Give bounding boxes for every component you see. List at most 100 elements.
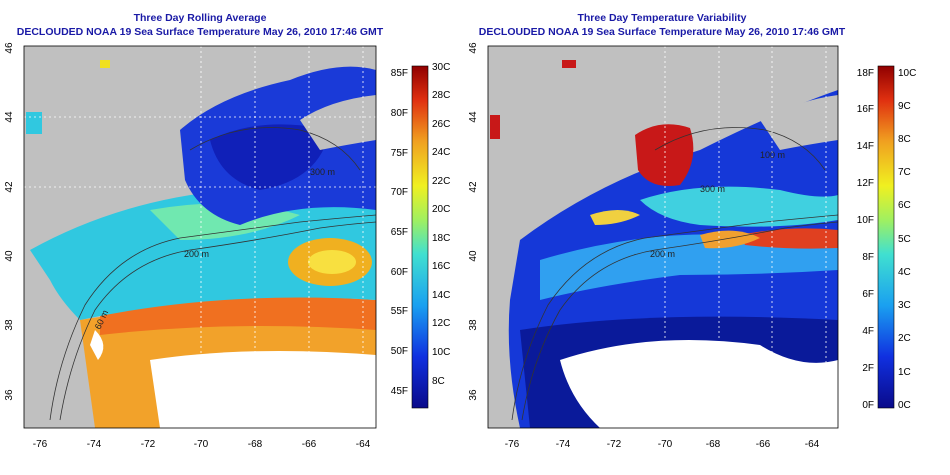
right-lat-axis: 46 44 42 40 38 36 [468, 42, 479, 401]
cloud-gap-region [90, 330, 104, 360]
lon-tick: -72 [607, 439, 622, 450]
colorbar-label: 70F [391, 187, 408, 198]
high-variability-region [740, 228, 838, 249]
colorbar-label: 14F [857, 141, 874, 152]
lat-tick: 44 [468, 111, 479, 123]
lat-tick: 40 [4, 250, 15, 262]
colorbar-label: 10F [857, 215, 874, 226]
right-map-subtitle: DECLOUDED NOAA 19 Sea Surface Temperatur… [478, 26, 846, 38]
colorbar-label: 14C [432, 290, 450, 301]
high-variability-region [700, 230, 760, 249]
lon-tick: -76 [505, 439, 520, 450]
lat-tick: 38 [468, 319, 479, 331]
colorbar-label: 8C [432, 376, 445, 387]
colorbar-label: 6C [898, 200, 911, 211]
left-map-frame [23, 45, 377, 429]
colorbar-label: 18F [857, 68, 874, 79]
lat-lon-grid [664, 46, 827, 428]
cloud-gap-region [150, 351, 376, 428]
left-map-subtitle: DECLOUDED NOAA 19 Sea Surface Temperatur… [16, 26, 384, 38]
colorbar-label: 10C [898, 68, 916, 79]
colorbar-label: 55F [391, 306, 408, 317]
colorbar-label: 7C [898, 167, 911, 178]
colorbar-label: 10C [432, 347, 450, 358]
colorbar-label: 9C [898, 101, 911, 112]
lat-tick: 36 [4, 389, 15, 401]
colorbar-label: 1C [898, 367, 911, 378]
lon-tick: -70 [194, 439, 209, 450]
left-colorbar-f-labels: 85F 80F 75F 70F 65F 60F 55F 50F 45F [391, 68, 408, 397]
colorbar-label: 22C [432, 176, 450, 187]
colorbar-label: 0F [862, 400, 874, 411]
left-map-title: Three Day Rolling Average [133, 12, 267, 24]
colorbar-label: 16C [432, 261, 450, 272]
lon-tick: -74 [87, 439, 102, 450]
cloud-gap-region [560, 340, 838, 428]
lat-tick: 38 [4, 319, 15, 331]
colorbar-label: 18C [432, 233, 450, 244]
left-colorbar [411, 65, 429, 409]
colorbar-label: 28C [432, 90, 450, 101]
lat-tick: 44 [4, 111, 15, 123]
left-colorbar-c-labels: 30C 28C 26C 24C 22C 20C 18C 16C 14C 12C … [432, 62, 450, 387]
lon-tick: -74 [556, 439, 571, 450]
colorbar-label: 6F [862, 289, 874, 300]
depth-contour [59, 221, 376, 421]
left-lat-axis: 46 44 42 40 38 36 [4, 42, 15, 401]
left-lon-axis: -76 -74 -72 -70 -68 -66 -64 [33, 439, 371, 450]
colorbar-label: 8F [862, 252, 874, 263]
right-colorbar-c-labels: 10C 9C 8C 7C 6C 5C 4C 3C 2C 1C 0C [898, 68, 916, 411]
colorbar-label: 26C [432, 119, 450, 130]
contour-label: 200 m [650, 249, 675, 259]
contour-label: 100 m [760, 150, 785, 160]
colorbar-label: 3C [898, 300, 911, 311]
colorbar-label: 4F [862, 326, 874, 337]
warm-core-ring-center [308, 250, 356, 274]
moderate-variability-region [640, 186, 838, 227]
contour-label: 300 m [700, 184, 725, 194]
lat-tick: 46 [4, 42, 15, 54]
lat-tick: 40 [468, 250, 479, 262]
lat-tick: 42 [468, 181, 479, 193]
small-water-patch [26, 112, 42, 134]
right-map: 200 m 300 m 100 m [488, 46, 838, 428]
lon-tick: -76 [33, 439, 48, 450]
colorbar-label: 24C [432, 147, 450, 158]
nova-scotia-land [760, 95, 838, 150]
colorbar-label: 8C [898, 134, 911, 145]
lon-tick: -68 [706, 439, 721, 450]
colorbar-label: 4C [898, 267, 911, 278]
colorbar-label: 65F [391, 227, 408, 238]
depth-contour [521, 221, 838, 421]
colorbar-label: 2F [862, 363, 874, 374]
colorbar-label: 50F [391, 346, 408, 357]
right-colorbar [877, 65, 895, 409]
lon-tick: -66 [302, 439, 317, 450]
high-variability-region [590, 210, 640, 225]
high-variability-region [635, 124, 694, 186]
right-map-title: Three Day Temperature Variability [577, 12, 747, 24]
lon-tick: -68 [248, 439, 263, 450]
colorbar-label: 75F [391, 148, 408, 159]
lon-tick: -72 [141, 439, 156, 450]
colorbar-label: 85F [391, 68, 408, 79]
shelf-water-region [30, 190, 376, 320]
colorbar-label: 20C [432, 204, 450, 215]
colorbar-label: 80F [391, 108, 408, 119]
contour-label: 200 m [184, 249, 209, 259]
depth-contour [49, 214, 376, 421]
contour-label: 300 m [310, 167, 335, 177]
cold-water-region [210, 124, 330, 190]
colorbar-label: 45F [391, 386, 408, 397]
small-water-patch [562, 60, 576, 68]
small-water-patch [100, 60, 110, 68]
colorbar-label: 5C [898, 234, 911, 245]
lat-tick: 36 [468, 389, 479, 401]
left-map: 200 m 60 m 300 m [24, 46, 376, 428]
colorbar-label: 2C [898, 333, 911, 344]
colorbar-label: 12C [432, 318, 450, 329]
right-colorbar-f-labels: 18F 16F 14F 12F 10F 8F 6F 4F 2F 0F [857, 68, 874, 411]
depth-contour [654, 127, 826, 171]
colorbar-label: 16F [857, 104, 874, 115]
